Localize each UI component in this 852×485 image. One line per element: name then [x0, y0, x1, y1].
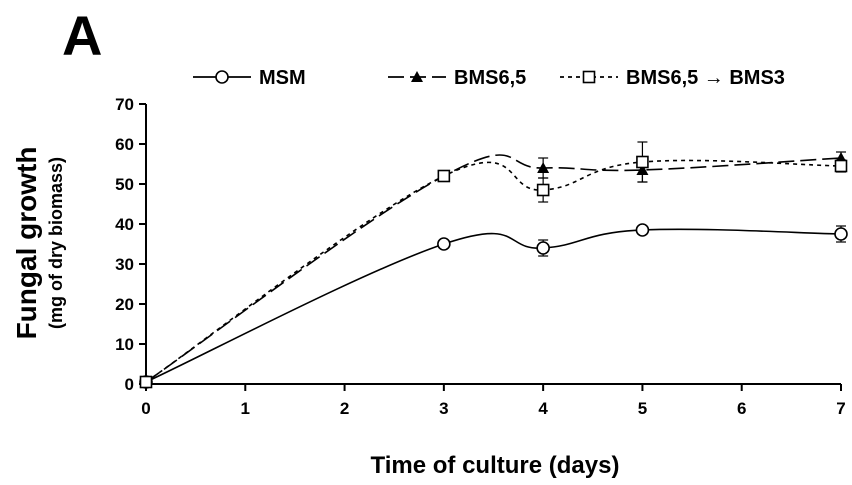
- x-tick-label: 2: [340, 399, 349, 418]
- legend-item-bms6-5: BMS6,5: [388, 67, 526, 89]
- legend-item-bms6-5-bms3: BMS6,5 → BMS3: [560, 67, 785, 89]
- y-tick-label: 20: [115, 295, 134, 314]
- series-line-bms6-5-bms3: [145, 159, 842, 383]
- data-point: [834, 159, 848, 173]
- y-axis-subtitle: (mg of dry biomass): [46, 157, 66, 329]
- x-tick-label: 5: [638, 399, 647, 418]
- y-tick-label: 10: [115, 335, 134, 354]
- legend-label: BMS6,5 → BMS3: [626, 67, 785, 89]
- data-point: [635, 223, 650, 237]
- y-ticks: 0 10 20 30 40 50 60 70: [115, 95, 146, 394]
- x-axis-title: Time of culture (days): [371, 452, 620, 479]
- legend-label: MSM: [259, 67, 306, 89]
- data-point: [536, 183, 550, 197]
- y-tick-label: 0: [125, 375, 134, 394]
- legend-label: BMS6,5: [454, 67, 526, 89]
- x-tick-label: 1: [241, 399, 250, 418]
- y-tick-label: 50: [115, 175, 134, 194]
- panel-label: A: [62, 4, 102, 67]
- data-point: [834, 227, 848, 241]
- legend-marker: [582, 70, 596, 84]
- legend-marker: [411, 71, 423, 82]
- axes: 0 10 20 30 40 50 60 70 0 1 2 3 4 5 6 7: [115, 95, 846, 418]
- x-tick-label: 3: [439, 399, 448, 418]
- x-tick-label: 7: [836, 399, 845, 418]
- data-point: [537, 162, 550, 173]
- x-tick-label: 4: [538, 399, 548, 418]
- data-point: [139, 375, 153, 389]
- series-bms6-5: [140, 151, 847, 387]
- x-tick-label: 0: [141, 399, 150, 418]
- legend: MSM BMS6,5 BMS6,5 → BMS3: [193, 67, 785, 89]
- series-bms6-5-bms3: [139, 141, 848, 389]
- y-tick-label: 30: [115, 255, 134, 274]
- series-layer: [139, 141, 848, 389]
- series-line-bms6-5: [145, 154, 842, 383]
- legend-marker: [215, 70, 229, 84]
- y-tick-label: 70: [115, 95, 134, 114]
- y-tick-label: 40: [115, 215, 134, 234]
- series-msm: [139, 223, 848, 389]
- x-ticks: 0 1 2 3 4 5 6 7: [141, 384, 846, 418]
- legend-item-msm: MSM: [193, 67, 306, 89]
- y-axis-title: Fungal growth: [11, 147, 42, 340]
- series-line-msm: [145, 228, 842, 383]
- x-tick-label: 6: [737, 399, 746, 418]
- data-point: [437, 237, 451, 251]
- data-point: [536, 241, 550, 255]
- data-point: [437, 169, 451, 183]
- data-point: [636, 155, 649, 169]
- y-tick-label: 60: [115, 135, 134, 154]
